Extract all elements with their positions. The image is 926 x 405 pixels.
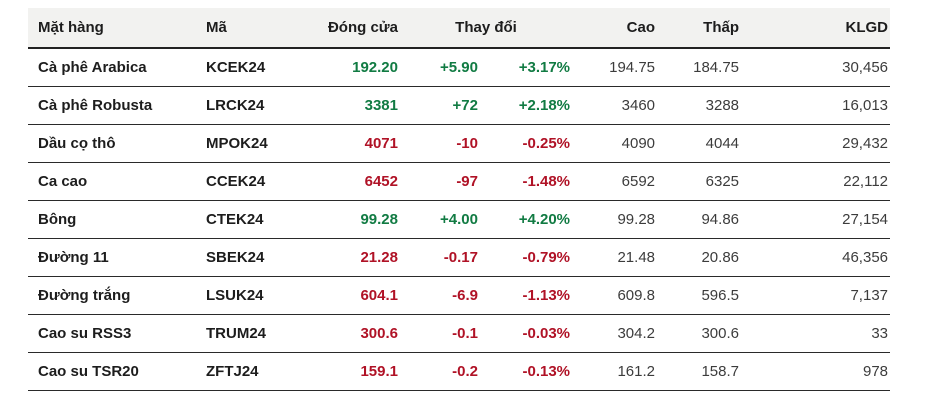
code-cell: CTEK24 (200, 200, 310, 239)
high-cell: 99.28 (572, 200, 658, 239)
high-cell: 194.75 (572, 48, 658, 87)
commodity-name-cell: Đường trắng (28, 276, 200, 315)
change-pct-cell: -0.79% (480, 238, 573, 277)
table-row: Cà phê Arabica KCEK24 192.20 +5.90 +3.17… (28, 48, 891, 87)
high-cell: 6592 (572, 162, 658, 201)
volume-cell: 22,112 (741, 162, 891, 201)
low-cell: 20.86 (657, 238, 742, 277)
close-cell: 21.28 (310, 238, 400, 277)
code-cell: KCEK24 (200, 48, 310, 87)
close-cell: 3381 (310, 86, 400, 125)
code-cell: SBEK24 (200, 238, 310, 277)
low-cell: 3288 (657, 86, 742, 125)
change-pct-cell: -0.25% (480, 124, 573, 163)
header-high: Cao (572, 8, 658, 49)
low-cell: 94.86 (657, 200, 742, 239)
volume-cell: 46,356 (741, 238, 891, 277)
volume-cell: 30,456 (741, 48, 891, 87)
code-cell: LRCK24 (200, 86, 310, 125)
high-cell: 609.8 (572, 276, 658, 315)
low-cell: 596.5 (657, 276, 742, 315)
close-cell: 99.28 (310, 200, 400, 239)
volume-cell: 16,013 (741, 86, 891, 125)
change-pct-cell: +3.17% (480, 48, 573, 87)
low-cell: 184.75 (657, 48, 742, 87)
commodity-name-cell: Bông (28, 200, 200, 239)
table-row: Đường 11 SBEK24 21.28 -0.17 -0.79% 21.48… (28, 238, 891, 277)
commodity-name-cell: Cao su TSR20 (28, 352, 200, 391)
commodity-price-table: Mặt hàng Mã Đóng cửa Thay đổi Cao Thấp K… (28, 8, 891, 391)
header-close: Đóng cửa (310, 8, 400, 49)
low-cell: 6325 (657, 162, 742, 201)
table-body: Cà phê Arabica KCEK24 192.20 +5.90 +3.17… (28, 48, 891, 391)
table-header: Mặt hàng Mã Đóng cửa Thay đổi Cao Thấp K… (28, 8, 891, 49)
change-cell: -97 (400, 162, 480, 201)
table-row: Cao su RSS3 TRUM24 300.6 -0.1 -0.03% 304… (28, 314, 891, 353)
close-cell: 6452 (310, 162, 400, 201)
table-row: Cao su TSR20 ZFTJ24 159.1 -0.2 -0.13% 16… (28, 352, 891, 391)
code-cell: CCEK24 (200, 162, 310, 201)
close-cell: 4071 (310, 124, 400, 163)
change-cell: +72 (400, 86, 480, 125)
change-pct-cell: +2.18% (480, 86, 573, 125)
high-cell: 161.2 (572, 352, 658, 391)
code-cell: ZFTJ24 (200, 352, 310, 391)
header-change: Thay đổi (400, 8, 573, 49)
commodity-name-cell: Ca cao (28, 162, 200, 201)
table-row: Ca cao CCEK24 6452 -97 -1.48% 6592 6325 … (28, 162, 891, 201)
change-pct-cell: -0.03% (480, 314, 573, 353)
header-code: Mã (200, 8, 310, 49)
low-cell: 300.6 (657, 314, 742, 353)
volume-cell: 978 (741, 352, 891, 391)
commodity-name-cell: Dầu cọ thô (28, 124, 200, 163)
high-cell: 304.2 (572, 314, 658, 353)
change-pct-cell: -1.48% (480, 162, 573, 201)
commodity-name-cell: Đường 11 (28, 238, 200, 277)
table-row: Dầu cọ thô MPOK24 4071 -10 -0.25% 4090 4… (28, 124, 891, 163)
change-cell: -0.17 (400, 238, 480, 277)
change-cell: -0.2 (400, 352, 480, 391)
header-commodity: Mặt hàng (28, 8, 200, 49)
header-row: Mặt hàng Mã Đóng cửa Thay đổi Cao Thấp K… (28, 8, 891, 49)
low-cell: 158.7 (657, 352, 742, 391)
close-cell: 192.20 (310, 48, 400, 87)
code-cell: LSUK24 (200, 276, 310, 315)
change-cell: +4.00 (400, 200, 480, 239)
volume-cell: 7,137 (741, 276, 891, 315)
header-low: Thấp (657, 8, 742, 49)
volume-cell: 27,154 (741, 200, 891, 239)
close-cell: 300.6 (310, 314, 400, 353)
high-cell: 3460 (572, 86, 658, 125)
commodity-name-cell: Cao su RSS3 (28, 314, 200, 353)
change-cell: -0.1 (400, 314, 480, 353)
commodity-name-cell: Cà phê Robusta (28, 86, 200, 125)
table-row: Đường trắng LSUK24 604.1 -6.9 -1.13% 609… (28, 276, 891, 315)
change-cell: -10 (400, 124, 480, 163)
close-cell: 604.1 (310, 276, 400, 315)
low-cell: 4044 (657, 124, 742, 163)
commodity-name-cell: Cà phê Arabica (28, 48, 200, 87)
change-cell: -6.9 (400, 276, 480, 315)
high-cell: 21.48 (572, 238, 658, 277)
change-pct-cell: -1.13% (480, 276, 573, 315)
change-pct-cell: -0.13% (480, 352, 573, 391)
code-cell: MPOK24 (200, 124, 310, 163)
volume-cell: 29,432 (741, 124, 891, 163)
table-row: Bông CTEK24 99.28 +4.00 +4.20% 99.28 94.… (28, 200, 891, 239)
close-cell: 159.1 (310, 352, 400, 391)
table-row: Cà phê Robusta LRCK24 3381 +72 +2.18% 34… (28, 86, 891, 125)
high-cell: 4090 (572, 124, 658, 163)
volume-cell: 33 (741, 314, 891, 353)
code-cell: TRUM24 (200, 314, 310, 353)
change-cell: +5.90 (400, 48, 480, 87)
change-pct-cell: +4.20% (480, 200, 573, 239)
header-volume: KLGD (741, 8, 891, 49)
